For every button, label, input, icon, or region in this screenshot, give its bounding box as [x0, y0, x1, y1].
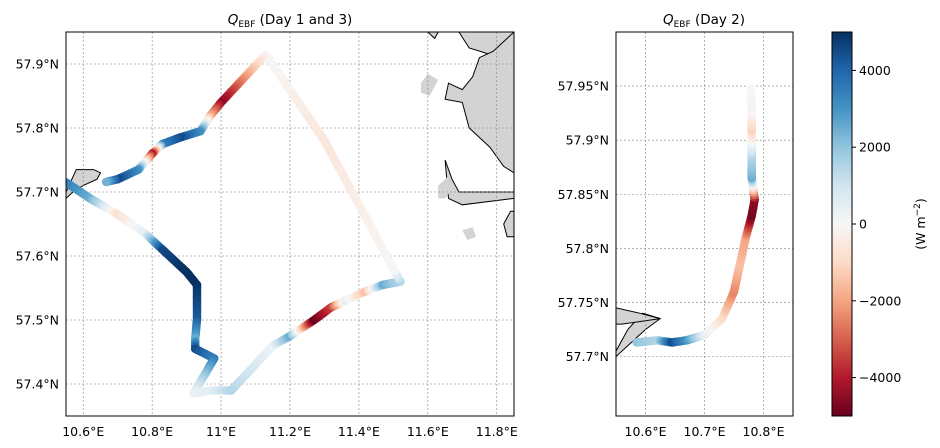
- x-tick-label: 11.6°E: [407, 424, 449, 439]
- x-tick-label: 10.7°E: [684, 424, 726, 439]
- x-tick-label: 11.8°E: [476, 424, 518, 439]
- map-frame: [615, 31, 794, 417]
- colorbar-tick-label: −4000: [859, 370, 901, 385]
- axis-ticks: 10.6°E 10.7°E 10.8°E 57.7°N 57.75°N 57.8°N 57.…: [558, 79, 785, 439]
- x-tick-label: 10.6°E: [62, 424, 104, 439]
- colorbar-label: (W m−2): [913, 198, 928, 250]
- panel-title-day1-3: QEBF (Day 1 and 3): [228, 12, 353, 30]
- x-tick-label: 10.6°E: [625, 424, 667, 439]
- land-polygon: [444, 32, 514, 174]
- ship-track: [632, 84, 759, 347]
- y-tick-label: 57.8°N: [566, 241, 609, 256]
- colorbar: 4000 2000 0 −2000 −4000 (W m−2): [831, 31, 928, 417]
- y-tick-label: 57.75°N: [558, 295, 609, 310]
- x-tick-label: 10.8°E: [743, 424, 785, 439]
- y-tick-label: 57.8°N: [16, 121, 59, 136]
- colorbar-ticks: 4000 2000 0 −2000 −4000: [852, 63, 901, 385]
- colorbar-tick-label: −2000: [859, 293, 901, 308]
- x-tick-label: 11.4°E: [338, 424, 380, 439]
- x-tick-label: 10.8°E: [131, 424, 173, 439]
- colorbar-tick-label: 4000: [859, 63, 891, 78]
- track-point: [101, 177, 111, 187]
- map-panel-day2: QEBF (Day 2) 10.6°E 10.7°E 10.8°E 57.7°N 57.…: [558, 12, 794, 439]
- land-polygon: [503, 210, 514, 238]
- panel-title-day2: QEBF (Day 2): [663, 12, 745, 30]
- land-polygon: [616, 307, 661, 325]
- colorbar-tick-label: 2000: [859, 140, 891, 155]
- map-panel-day1-3: QEBF (Day 1 and 3) 10.6°E 10.8°E 11°E 11.2°…: [16, 12, 518, 439]
- y-tick-label: 57.9°N: [566, 133, 609, 148]
- x-tick-label: 11°E: [206, 424, 236, 439]
- y-tick-label: 57.4°N: [16, 377, 59, 392]
- track-point: [746, 84, 755, 93]
- map-frame: [65, 31, 515, 417]
- y-tick-label: 57.5°N: [16, 313, 59, 328]
- ship-track: [66, 50, 405, 398]
- axis-ticks: 10.6°E 10.8°E 11°E 11.2°E 11.4°E 11.6°E 11.8°E…: [16, 57, 518, 440]
- colorbar-gradient: [831, 31, 853, 417]
- y-tick-label: 57.7°N: [566, 349, 609, 364]
- land-polygon: [427, 32, 439, 40]
- island-polygon: [462, 227, 477, 240]
- gridlines: [616, 32, 793, 416]
- y-tick-label: 57.9°N: [16, 57, 59, 72]
- x-tick-label: 11.2°E: [269, 424, 311, 439]
- colorbar-tick-label: 0: [859, 217, 867, 232]
- y-tick-label: 57.6°N: [16, 249, 59, 264]
- y-tick-label: 57.95°N: [558, 79, 609, 94]
- island-polygon: [438, 176, 452, 199]
- y-tick-label: 57.7°N: [16, 185, 59, 200]
- y-tick-label: 57.85°N: [558, 187, 609, 202]
- island-polygon: [421, 73, 439, 96]
- land-layer: [616, 307, 662, 358]
